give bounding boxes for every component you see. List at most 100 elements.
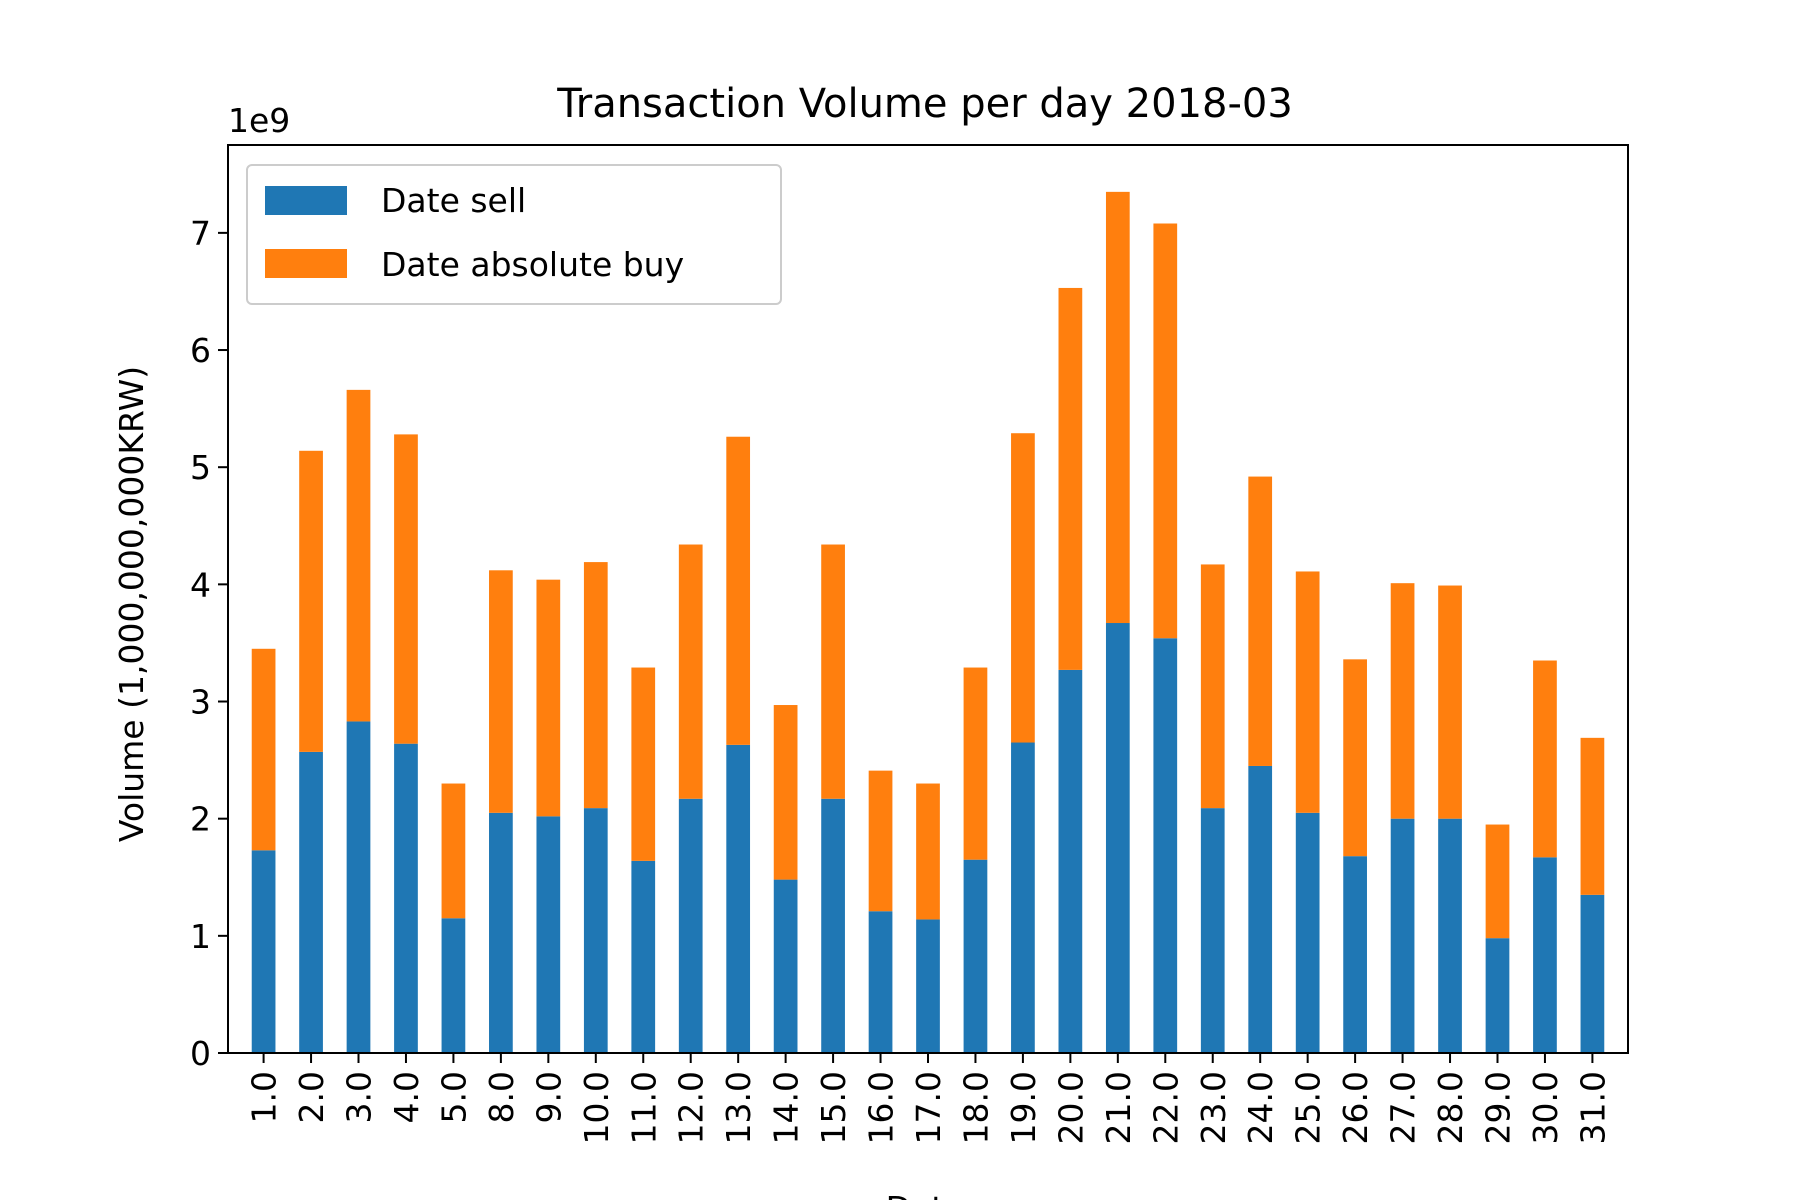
bar-date-sell-28-0 bbox=[1438, 818, 1462, 1053]
bar-date-sell-15-0 bbox=[821, 798, 845, 1053]
bar-date-sell-12-0 bbox=[678, 798, 703, 1053]
bar-date-absolute-buy-9-0 bbox=[536, 579, 561, 817]
x-tick-label-4-0: 4.0 bbox=[387, 1071, 426, 1123]
bar-date-sell-20-0 bbox=[1058, 669, 1083, 1053]
x-tick-label-1-0: 1.0 bbox=[245, 1071, 284, 1123]
bar-date-sell-1-0 bbox=[251, 850, 276, 1053]
x-tick-label-3-0: 3.0 bbox=[340, 1071, 379, 1123]
bar-date-absolute-buy-27-0 bbox=[1390, 583, 1415, 819]
x-tick-label-23-0: 23.0 bbox=[1194, 1071, 1233, 1144]
bar-date-sell-2-0 bbox=[299, 751, 323, 1053]
bars-layer bbox=[251, 191, 1605, 1053]
x-tick-label-19-0: 19.0 bbox=[1004, 1071, 1043, 1144]
x-tick-label-12-0: 12.0 bbox=[672, 1071, 711, 1144]
bar-date-sell-13-0 bbox=[726, 744, 751, 1053]
x-tick-label-28-0: 28.0 bbox=[1431, 1071, 1470, 1144]
bar-date-sell-24-0 bbox=[1248, 765, 1273, 1053]
x-tick-label-15-0: 15.0 bbox=[814, 1071, 853, 1144]
bar-date-sell-18-0 bbox=[963, 859, 988, 1053]
bar-date-absolute-buy-16-0 bbox=[868, 770, 893, 912]
x-axis-label: Date bbox=[886, 1189, 965, 1200]
y-tick-label-3: 3 bbox=[190, 683, 211, 722]
legend-swatch-date-sell bbox=[265, 186, 347, 215]
legend-frame bbox=[246, 164, 782, 305]
bar-date-absolute-buy-1-0 bbox=[251, 648, 276, 851]
x-tick-label-18-0: 18.0 bbox=[956, 1071, 995, 1144]
x-tick-label-2-0: 2.0 bbox=[292, 1071, 331, 1123]
bar-date-absolute-buy-4-0 bbox=[394, 434, 418, 744]
bar-date-absolute-buy-11-0 bbox=[631, 667, 656, 861]
bar-date-absolute-buy-29-0 bbox=[1485, 824, 1510, 939]
legend: Date sell Date absolute buy bbox=[246, 164, 782, 305]
x-tick-label-16-0: 16.0 bbox=[862, 1071, 901, 1144]
y-tick-label-4: 4 bbox=[190, 565, 211, 604]
x-tick-label-10-0: 10.0 bbox=[577, 1071, 616, 1144]
bar-date-absolute-buy-30-0 bbox=[1533, 660, 1557, 858]
bar-date-absolute-buy-24-0 bbox=[1248, 476, 1273, 766]
bar-date-absolute-buy-12-0 bbox=[678, 544, 703, 799]
bar-date-absolute-buy-25-0 bbox=[1295, 571, 1320, 813]
y-axis-offset-label: 1e9 bbox=[228, 101, 290, 140]
bar-date-sell-9-0 bbox=[536, 816, 561, 1053]
x-tick-label-14-0: 14.0 bbox=[767, 1071, 806, 1144]
y-axis-label: Volume (1,000,000,000KRW) bbox=[112, 366, 151, 842]
bar-date-absolute-buy-31-0 bbox=[1580, 737, 1605, 895]
bar-date-absolute-buy-2-0 bbox=[299, 450, 323, 752]
y-tick-label-5: 5 bbox=[190, 448, 211, 487]
x-tick-label-26-0: 26.0 bbox=[1336, 1071, 1375, 1144]
legend-label-date-absolute-buy: Date absolute buy bbox=[381, 245, 684, 284]
bar-date-sell-5-0 bbox=[441, 918, 466, 1053]
bar-date-absolute-buy-23-0 bbox=[1200, 564, 1225, 809]
bar-date-absolute-buy-19-0 bbox=[1011, 433, 1035, 743]
bar-date-sell-29-0 bbox=[1485, 938, 1510, 1053]
x-tick-label-31-0: 31.0 bbox=[1573, 1071, 1612, 1144]
bar-date-sell-22-0 bbox=[1153, 638, 1178, 1053]
x-tick-label-29-0: 29.0 bbox=[1478, 1071, 1517, 1144]
bar-date-sell-17-0 bbox=[916, 919, 940, 1053]
x-tick-label-30-0: 30.0 bbox=[1526, 1071, 1565, 1144]
x-tick-label-9-0: 9.0 bbox=[529, 1071, 568, 1123]
x-tick-label-11-0: 11.0 bbox=[624, 1071, 663, 1144]
bar-date-absolute-buy-5-0 bbox=[441, 783, 466, 919]
bar-date-absolute-buy-22-0 bbox=[1153, 223, 1178, 639]
bar-date-absolute-buy-28-0 bbox=[1438, 585, 1462, 819]
y-tick-label-1: 1 bbox=[190, 917, 211, 956]
bar-date-sell-27-0 bbox=[1390, 818, 1415, 1053]
x-tick-label-8-0: 8.0 bbox=[482, 1071, 521, 1123]
bar-date-sell-16-0 bbox=[868, 911, 893, 1053]
bar-date-sell-3-0 bbox=[346, 721, 371, 1053]
x-tick-label-25-0: 25.0 bbox=[1289, 1071, 1328, 1144]
bar-date-sell-21-0 bbox=[1105, 623, 1130, 1053]
y-tick-label-7: 7 bbox=[190, 214, 211, 253]
x-tick-label-22-0: 22.0 bbox=[1146, 1071, 1185, 1144]
axes-layer: 0 1 2 3 4 5 6 7 1.0 2.0 3.0 4.0 5.0 8.0 9.0 10.0 11.0 12.… bbox=[190, 144, 1629, 1144]
bar-date-sell-14-0 bbox=[773, 879, 798, 1053]
x-tick-label-24-0: 24.0 bbox=[1241, 1071, 1280, 1144]
bar-date-sell-19-0 bbox=[1011, 742, 1035, 1053]
bar-date-absolute-buy-10-0 bbox=[583, 562, 608, 809]
x-tick-label-21-0: 21.0 bbox=[1099, 1071, 1138, 1144]
bar-date-sell-11-0 bbox=[631, 860, 656, 1053]
y-tick-label-0: 0 bbox=[190, 1034, 211, 1073]
x-tick-label-27-0: 27.0 bbox=[1384, 1071, 1423, 1144]
bar-date-absolute-buy-17-0 bbox=[916, 783, 940, 920]
x-tick-label-17-0: 17.0 bbox=[909, 1071, 948, 1144]
x-tick-label-5-0: 5.0 bbox=[434, 1071, 473, 1123]
x-tick-label-13-0: 13.0 bbox=[719, 1071, 758, 1144]
bar-date-absolute-buy-13-0 bbox=[726, 436, 751, 745]
legend-label-date-sell: Date sell bbox=[381, 181, 526, 220]
bar-date-absolute-buy-20-0 bbox=[1058, 287, 1083, 670]
bar-date-absolute-buy-18-0 bbox=[963, 667, 988, 860]
chart-title: Transaction Volume per day 2018-03 bbox=[556, 81, 1293, 127]
y-tick-label-2: 2 bbox=[190, 800, 211, 839]
bar-date-absolute-buy-8-0 bbox=[489, 570, 513, 813]
bar-date-absolute-buy-26-0 bbox=[1343, 659, 1367, 857]
bar-date-sell-8-0 bbox=[489, 812, 513, 1053]
bar-date-sell-4-0 bbox=[394, 743, 418, 1053]
bar-date-absolute-buy-3-0 bbox=[346, 389, 371, 722]
legend-swatch-date-absolute-buy bbox=[265, 249, 347, 278]
bar-date-absolute-buy-21-0 bbox=[1105, 191, 1130, 624]
bar-date-sell-10-0 bbox=[583, 808, 608, 1053]
